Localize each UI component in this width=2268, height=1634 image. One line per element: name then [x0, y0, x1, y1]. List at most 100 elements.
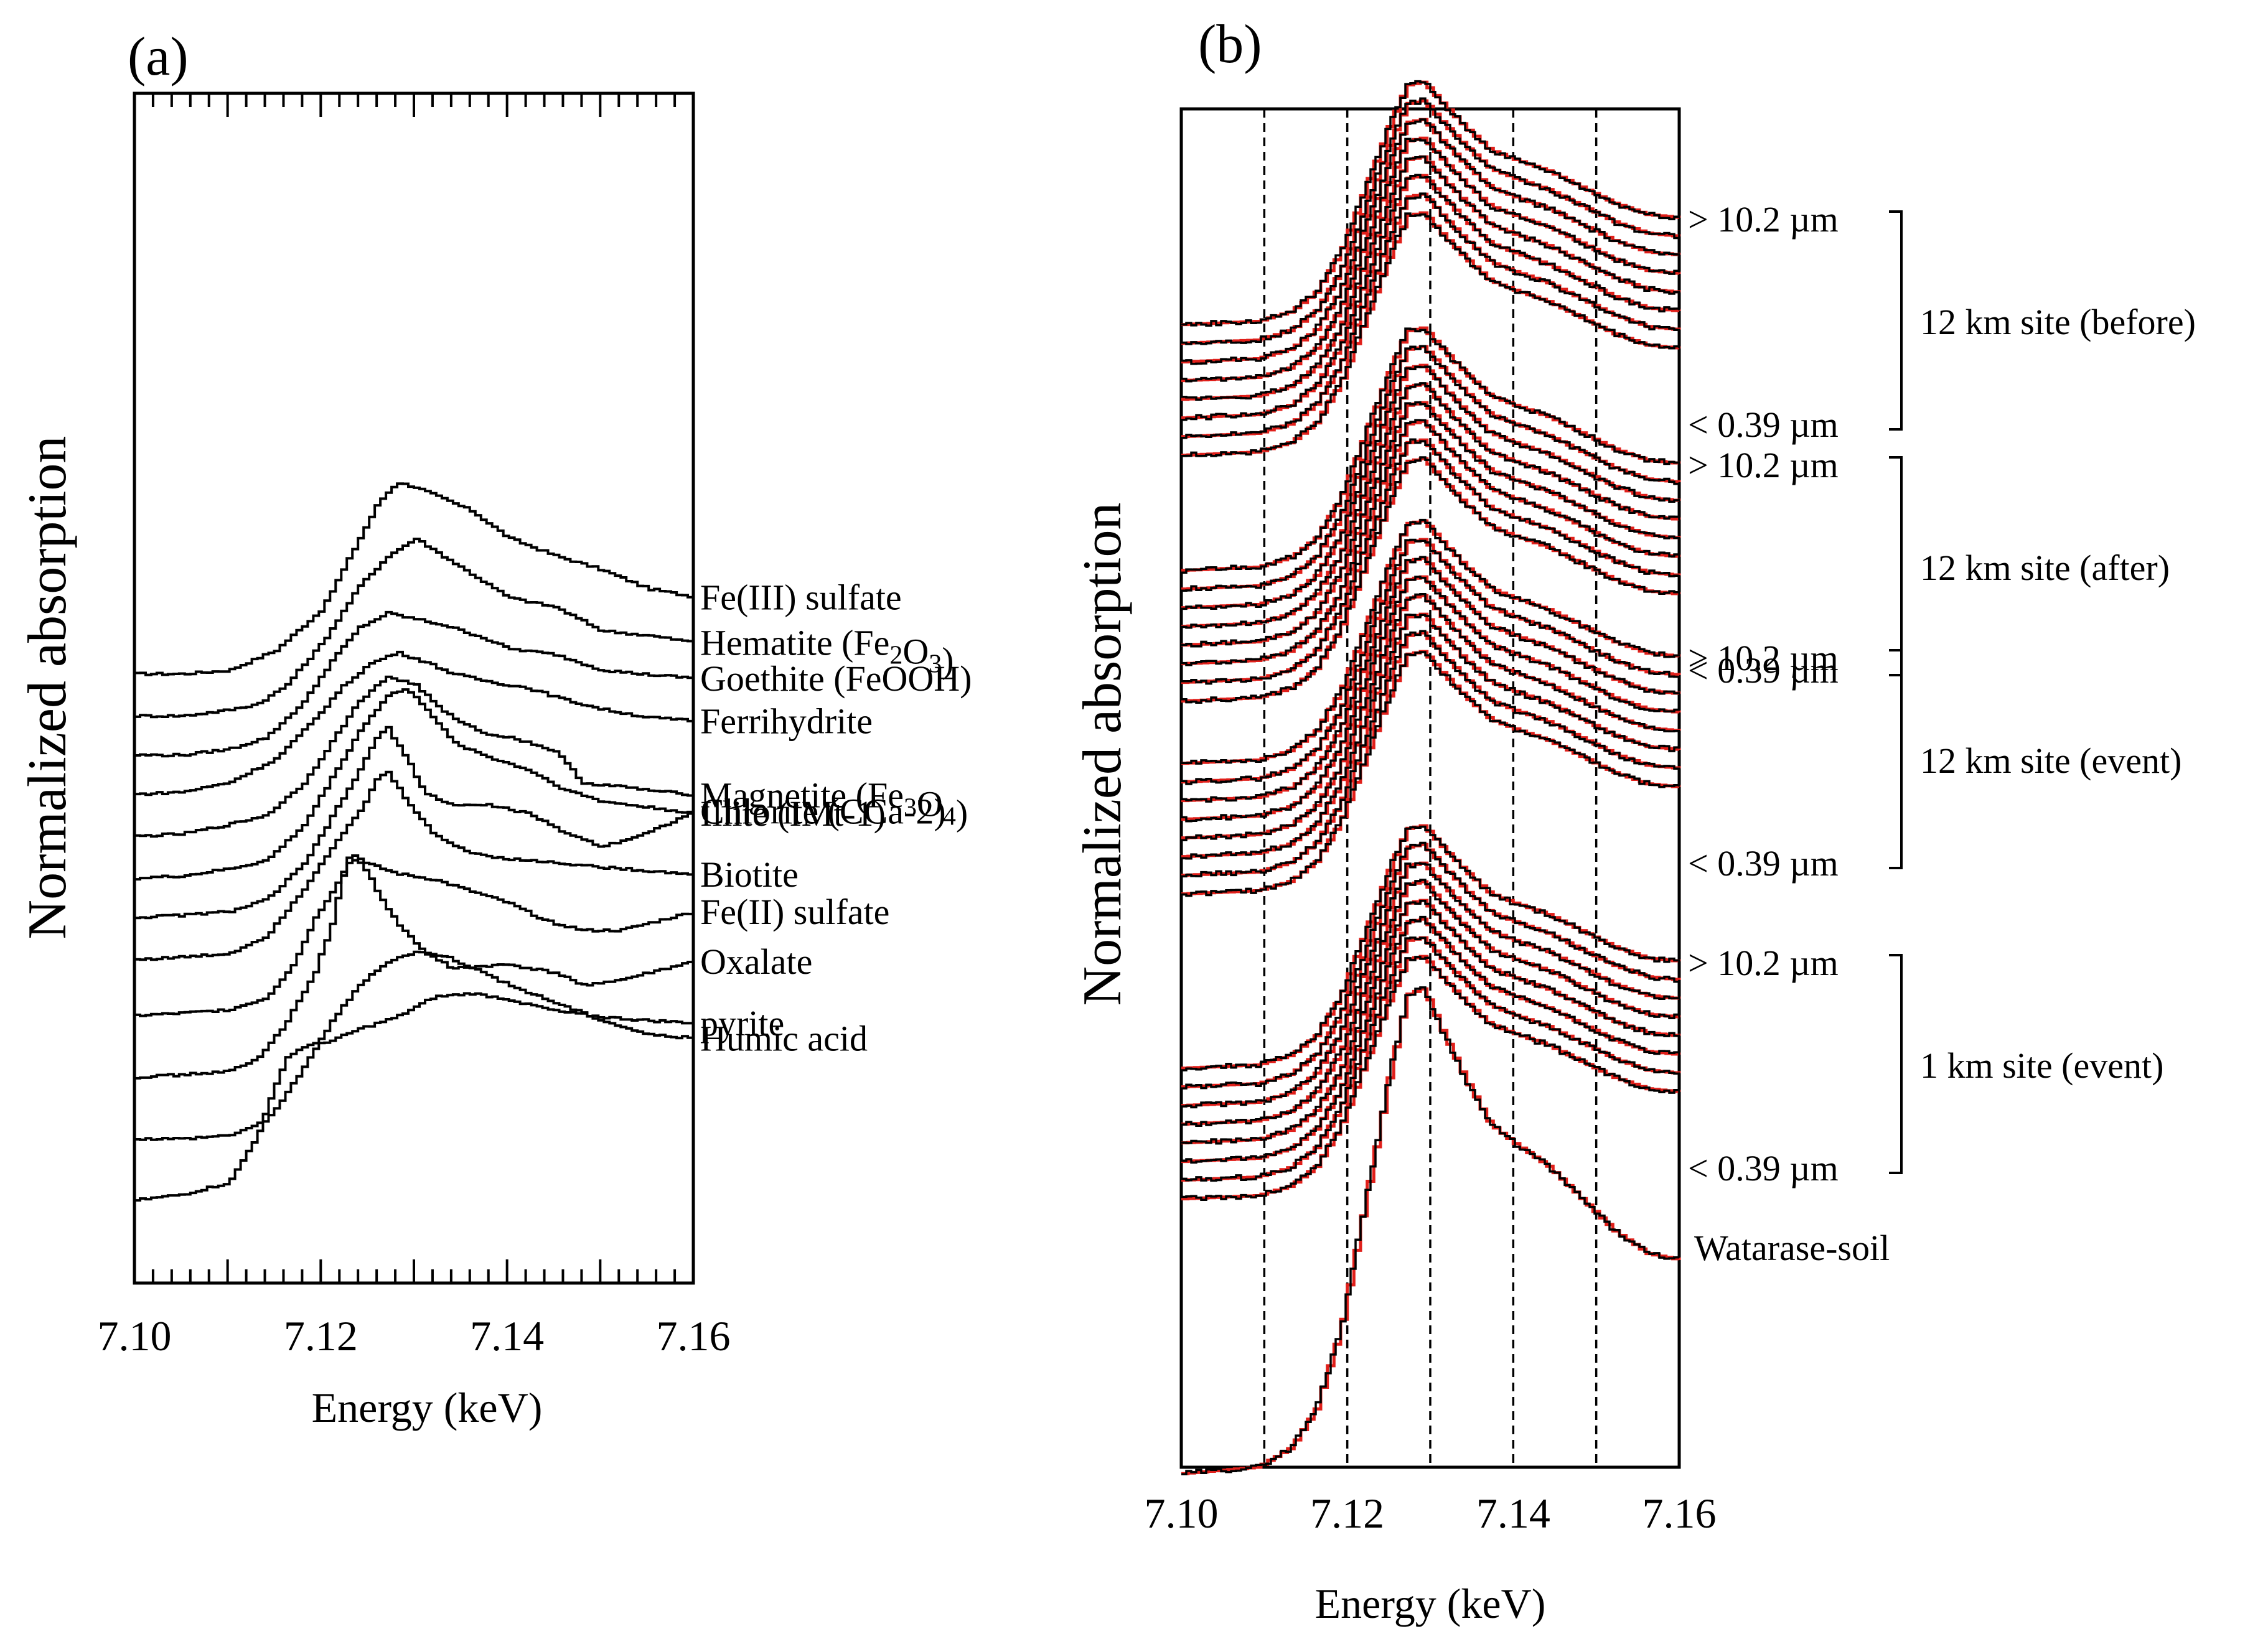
panel-b-y-axis-label: Normalized absorption	[1072, 503, 1133, 1006]
series-label: Ferrihydrite	[700, 701, 873, 742]
measured-line	[1181, 138, 1680, 383]
series-label: Goethite (FeOOH)	[700, 658, 972, 699]
measured-line	[1181, 825, 1680, 1071]
series-label: pyrite	[700, 1003, 784, 1043]
series-line	[134, 726, 695, 920]
measured-line	[1181, 956, 1680, 1202]
panel-a-ticks	[133, 93, 695, 1283]
panel-b-label: (b)	[1198, 14, 1262, 75]
measured-line	[1181, 212, 1680, 457]
fit-line	[1181, 419, 1681, 666]
measured-line	[1181, 345, 1680, 592]
measured-line	[1181, 80, 1680, 327]
group-top-label: > 10.2 µm	[1688, 445, 1839, 485]
group-name-label: 12 km site (after)	[1920, 548, 2170, 588]
measured-line	[1181, 986, 1680, 1475]
measured-line	[1181, 438, 1680, 685]
group-bottom-label: < 0.39 µm	[1688, 1148, 1839, 1188]
series-line	[134, 610, 695, 758]
measured-line	[1181, 401, 1680, 648]
series-line	[134, 538, 695, 719]
x-tick-label: 7.10	[1145, 1490, 1219, 1537]
fit-line	[1181, 363, 1681, 610]
x-tick-label: 7.12	[1310, 1490, 1384, 1537]
series-label: Oxalate	[700, 941, 812, 982]
measured-line	[1181, 936, 1680, 1182]
x-tick-label: 7.16	[657, 1312, 731, 1360]
series-line	[134, 650, 695, 796]
panel-a-x-tick-labels: 7.10 7.12 7.14 7.16	[98, 1312, 731, 1360]
panel-b-x-tick-labels: 7.10 7.12 7.14 7.16	[1145, 1490, 1717, 1537]
series-line	[134, 992, 695, 1202]
panel-a-series-labels: Fe(III) sulfate Hematite (Fe2O3)Goethite …	[700, 577, 972, 1059]
reference-label: Watarase-soil	[1694, 1228, 1890, 1268]
group-bracket	[1889, 954, 1903, 1174]
measured-line	[1181, 97, 1680, 345]
measured-line	[1181, 899, 1680, 1145]
series-line	[134, 859, 695, 1017]
group-top-label: > 10.2 µm	[1688, 199, 1839, 240]
measured-line	[1181, 174, 1680, 421]
fit-line	[1181, 382, 1681, 628]
measured-line	[1181, 879, 1680, 1127]
panel-b-x-axis-label: Energy (keV)	[1315, 1580, 1546, 1627]
series-label: Humic acid	[700, 1019, 868, 1059]
fit-line	[1181, 899, 1681, 1145]
panel-a: (a) Fe(III) sulfate Hematite (Fe2O3)Goeth…	[17, 27, 972, 1431]
measured-line	[1181, 118, 1680, 365]
measured-line	[1181, 651, 1680, 897]
series-label: Fe(III) sulfate	[700, 577, 902, 618]
group-name-label: 12 km site (event)	[1920, 740, 2181, 781]
group-bottom-label: < 0.39 µm	[1688, 404, 1839, 445]
measured-line	[1181, 382, 1680, 629]
series-label: Fe(II) sulfate	[700, 892, 889, 932]
series-line	[134, 675, 695, 838]
fit-line	[1181, 457, 1681, 703]
panel-a-label: (a)	[128, 27, 189, 87]
x-tick-label: 7.16	[1642, 1490, 1717, 1537]
fit-line	[1181, 612, 1681, 859]
measured-line	[1181, 538, 1680, 785]
panel-a-curves	[134, 482, 695, 1202]
group-top-label: > 10.2 µm	[1688, 943, 1839, 983]
series-line	[134, 854, 695, 1080]
group-bracket	[1889, 210, 1903, 431]
measured-line	[1181, 862, 1680, 1109]
panel-a-frame	[133, 91, 695, 1285]
measured-line	[1181, 915, 1680, 1164]
fit-line	[1181, 80, 1681, 327]
measured-line	[1181, 327, 1680, 574]
series-line	[134, 950, 695, 1141]
series-line	[134, 688, 695, 881]
group-bottom-label: < 0.39 µm	[1688, 650, 1839, 691]
series-label: Magnetite (Fe3O4)	[700, 775, 968, 833]
measured-line	[1181, 456, 1680, 704]
measured-line	[1181, 192, 1680, 439]
measured-line	[1181, 630, 1680, 878]
measured-line	[1181, 614, 1680, 860]
series-label: Chlorite (CCa-2)	[700, 791, 946, 832]
panel-a-y-axis-label: Normalized absorption	[17, 436, 78, 940]
fit-line	[1181, 326, 1681, 572]
x-tick-label: 7.12	[284, 1312, 358, 1360]
fit-line	[1181, 917, 1681, 1164]
panel-b-curves	[1181, 80, 1681, 1475]
measured-line	[1181, 419, 1680, 666]
x-tick-label: 7.10	[98, 1312, 172, 1360]
measured-line	[1181, 155, 1680, 401]
group-top-label: > 10.2 µm	[1688, 638, 1839, 678]
measured-line	[1181, 518, 1680, 765]
series-label: Hematite (Fe2O3)	[700, 623, 954, 681]
fit-line	[1181, 955, 1681, 1201]
measured-line	[1181, 592, 1680, 842]
x-tick-label: 7.14	[1476, 1490, 1550, 1537]
group-name-label: 1 km site (event)	[1920, 1045, 2163, 1086]
panel-a-x-axis-label: Energy (keV)	[312, 1384, 543, 1431]
group-bottom-label: < 0.39 µm	[1688, 843, 1839, 884]
measured-line	[1181, 576, 1680, 823]
measured-line	[1181, 556, 1680, 803]
fit-line	[1181, 556, 1681, 803]
